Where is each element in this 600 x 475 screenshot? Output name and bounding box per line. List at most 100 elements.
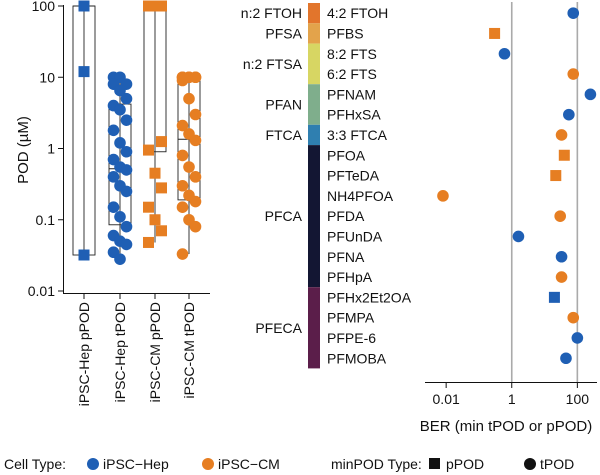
chemical-label-pfmoba: PFMOBA [327, 350, 387, 366]
pod-y-tick-label: 100 [32, 0, 56, 14]
pod-x-tick-label-ipsc-cm-ppod: iPSC-CM pPOD [147, 302, 163, 402]
group-label-pfsa: PFSA [265, 25, 302, 41]
pod-x-ticks: iPSC-Hep pPOD iPSC-Hep tPOD iPSC-CM pPOD iP… [76, 293, 197, 406]
point-ipsc-cm-tpod [176, 149, 189, 162]
pod-points [78, 0, 202, 265]
point-ipsc-cm-tpod [176, 74, 189, 87]
ber-point-pfnam [584, 88, 597, 101]
ber-x-ticks: 0.01 1 100 [433, 382, 590, 407]
ber-x-tick-label: 100 [566, 391, 590, 407]
chemical-labels: 4:2 FTOH PFBS 8:2 FTS 6:2 FTS PFNAM PFHxSA 3:3… [327, 5, 412, 366]
ber-x-tick-label: 0.01 [433, 391, 460, 407]
point-ipsc-cm-ppod [149, 214, 161, 226]
pod-x-tick-label-ipsc-hep-tpod: iPSC-Hep tPOD [112, 302, 128, 402]
point-ipsc-hep-tpod [120, 164, 133, 176]
chemical-label-pfpe-6: PFPE-6 [327, 330, 376, 346]
ber-point-pfhxsa [563, 108, 575, 121]
group-label-pfeca: PFECA [255, 320, 302, 336]
chemical-label-pfhx2et2oa: PFHx2Et2OA [327, 289, 412, 305]
point-ipsc-cm-tpod [176, 248, 189, 260]
point-ipsc-cm-tpod [176, 201, 189, 214]
ber-point-6-2-fts [567, 68, 580, 80]
legend-cm-marker [202, 458, 214, 470]
point-ipsc-hep-tpod [107, 171, 120, 183]
point-ipsc-hep-tpod [120, 114, 133, 126]
point-ipsc-cm-ppod [156, 136, 167, 148]
pod-x-tick-label-ipsc-cm-tpod: iPSC-CM tPOD [181, 302, 197, 398]
ber-point-pfteda [550, 170, 562, 182]
point-ipsc-hep-ppod [78, 249, 90, 261]
chemical-label-nh4pfoa: NH4PFOA [327, 188, 394, 204]
ber-point-nh4pfoa [437, 190, 449, 202]
chemical-group-bars [308, 3, 320, 369]
point-ipsc-cm-ppod [149, 167, 161, 179]
point-ipsc-cm-tpod [189, 134, 202, 147]
group-bar-pfan [308, 84, 320, 125]
ber-x-axis-title: BER (min tPOD or pPOD) [420, 418, 593, 435]
point-ipsc-hep-ppod [78, 0, 90, 12]
ber-point-pfna [555, 250, 568, 263]
point-ipsc-cm-tpod [189, 195, 202, 208]
legend-ppod-label: pPOD [446, 456, 484, 472]
legend-cm-label: iPSC−CM [218, 456, 280, 472]
point-ipsc-hep-tpod [120, 145, 133, 158]
point-ipsc-cm-ppod [156, 182, 167, 194]
ber-point-pfunda [512, 230, 525, 243]
group-label-n-2-ftoh: n:2 FTOH [241, 5, 302, 21]
point-ipsc-hep-tpod [114, 84, 126, 97]
point-ipsc-cm-ppod [143, 236, 154, 248]
point-ipsc-cm-tpod [189, 220, 202, 233]
ber-points [437, 7, 597, 365]
ber-point-pfbs [489, 27, 501, 39]
ber-reference-lines [510, 2, 579, 382]
ber-point-8-2-fts [498, 47, 511, 60]
point-ipsc-cm-tpod [176, 179, 189, 192]
chemical-label-8-2-fts: 8:2 FTS [327, 46, 377, 62]
group-label-pfca: PFCA [265, 208, 303, 224]
chemical-label-pfna: PFNA [327, 249, 365, 265]
ber-point-pfhx2et2oa [548, 291, 560, 303]
group-label-ftca: FTCA [265, 127, 302, 143]
legend-tpod-label: tPOD [540, 456, 574, 472]
chemical-label-pfbs: PFBS [327, 25, 364, 41]
point-ipsc-hep-tpod [114, 137, 126, 149]
point-ipsc-hep-tpod [114, 211, 126, 223]
chemical-label-pfunda: PFUnDA [327, 228, 383, 244]
pod-y-tick-label: 1 [47, 141, 55, 157]
pod-x-tick-label-ipsc-hep-ppod: iPSC-Hep pPOD [76, 302, 92, 406]
point-ipsc-hep-tpod [107, 201, 120, 214]
chemical-label-pfda: PFDA [327, 208, 365, 224]
chemical-label-6-2-fts: 6:2 FTS [327, 66, 377, 82]
pod-y-tick-label: 0.01 [28, 283, 55, 299]
point-ipsc-hep-tpod [114, 253, 126, 265]
ber-point-pfda [554, 210, 566, 222]
point-ipsc-hep-tpod [120, 220, 133, 233]
pod-y-tick-label: 0.1 [36, 212, 56, 228]
legend: Cell Type: iPSC−Hep iPSC−CM minPOD Type:… [4, 456, 574, 472]
legend-minpod-title: minPOD Type: [331, 456, 422, 472]
ber-point-4-2-ftoh [567, 7, 580, 19]
chemical-label-4-2-ftoh: 4:2 FTOH [327, 5, 388, 21]
pod-y-ticks: 0.01 0.1 1 10 100 [28, 0, 64, 299]
ber-point-pfoa [558, 149, 570, 161]
group-label-pfan: PFAN [265, 97, 302, 113]
point-ipsc-hep-tpod [107, 153, 120, 166]
legend-tpod-marker [524, 458, 536, 470]
point-ipsc-cm-tpod [189, 171, 202, 183]
point-ipsc-cm-ppod [143, 144, 154, 156]
point-ipsc-cm-ppod [156, 225, 167, 237]
point-ipsc-hep-tpod [120, 92, 133, 105]
point-ipsc-cm-tpod [189, 71, 202, 84]
ber-point-pfmoba [560, 352, 572, 365]
ber-point-pfpe-6 [571, 332, 584, 344]
point-ipsc-cm-ppod [149, 0, 161, 12]
group-bar-n-2-ftsa [308, 43, 320, 85]
ber-point-pfmpa [567, 311, 580, 324]
point-ipsc-hep-tpod [120, 185, 133, 198]
pod-boxes [72, 5, 201, 260]
chemical-label-pfteda: PFTeDA [327, 168, 380, 184]
ber-x-tick-label: 1 [508, 391, 516, 407]
group-label-n-2-ftsa: n:2 FTSA [243, 56, 303, 72]
point-ipsc-hep-tpod [120, 238, 133, 251]
